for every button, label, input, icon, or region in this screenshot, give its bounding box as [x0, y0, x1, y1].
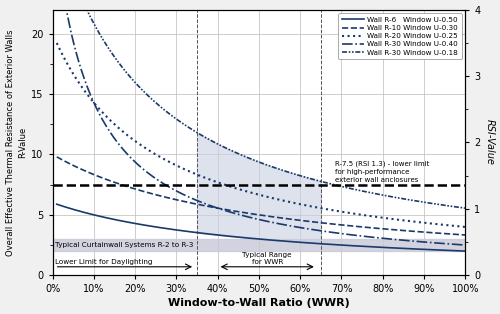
X-axis label: Window-to-Wall Ratio (WWR): Window-to-Wall Ratio (WWR): [168, 298, 350, 308]
Text: R-7.5 (RSI 1.3) - lower limit
for high-performance
exterior wall anclosures: R-7.5 (RSI 1.3) - lower limit for high-p…: [336, 160, 430, 183]
Y-axis label: Overall Effective Thermal Resistance of Exterior Walls
R-Value: Overall Effective Thermal Resistance of …: [6, 29, 27, 256]
Bar: [52, 239, 466, 251]
Legend: Wall R-6   Window U-0.50, Wall R-10 Window U-0.30, Wall R-20 Window U-0.25, Wall: Wall R-6 Window U-0.50, Wall R-10 Window…: [338, 13, 462, 59]
Y-axis label: RSI-Value: RSI-Value: [484, 119, 494, 165]
Text: Lower Limit for Daylighting: Lower Limit for Daylighting: [54, 259, 152, 265]
Text: Typical Curtainwall Systems R-2 to R-3: Typical Curtainwall Systems R-2 to R-3: [54, 242, 193, 248]
Text: Typical Range
for WWR: Typical Range for WWR: [242, 252, 292, 265]
